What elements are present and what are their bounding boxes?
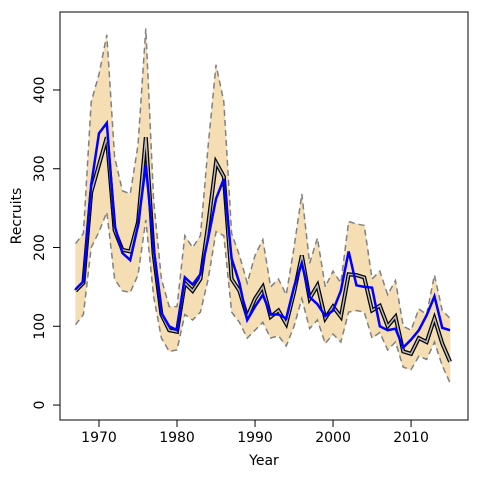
x-tick-label: 2010 [393, 430, 429, 446]
band-edge [75, 28, 451, 332]
x-tick-label: 1990 [237, 430, 273, 446]
y-tick-label: 300 [32, 155, 48, 182]
y-tick-label: 400 [32, 77, 48, 104]
y-tick-label: 100 [32, 313, 48, 340]
band-segment [122, 190, 131, 293]
band-segment [356, 223, 365, 313]
band-edge [75, 211, 451, 384]
band-segment [254, 239, 264, 331]
y-axis-title: Recruits [9, 188, 25, 245]
band-segment [270, 278, 279, 339]
x-tick-label: 1970 [81, 430, 117, 446]
estimate-line [74, 119, 451, 350]
x-tick-label: 1980 [159, 430, 195, 446]
y-tick-label: 0 [32, 401, 48, 410]
x-tick-label: 2000 [315, 430, 351, 446]
y-tick-label: 200 [32, 234, 48, 261]
band-segment [215, 64, 225, 237]
x-axis-title: Year [248, 453, 279, 469]
plot-frame [59, 11, 469, 421]
